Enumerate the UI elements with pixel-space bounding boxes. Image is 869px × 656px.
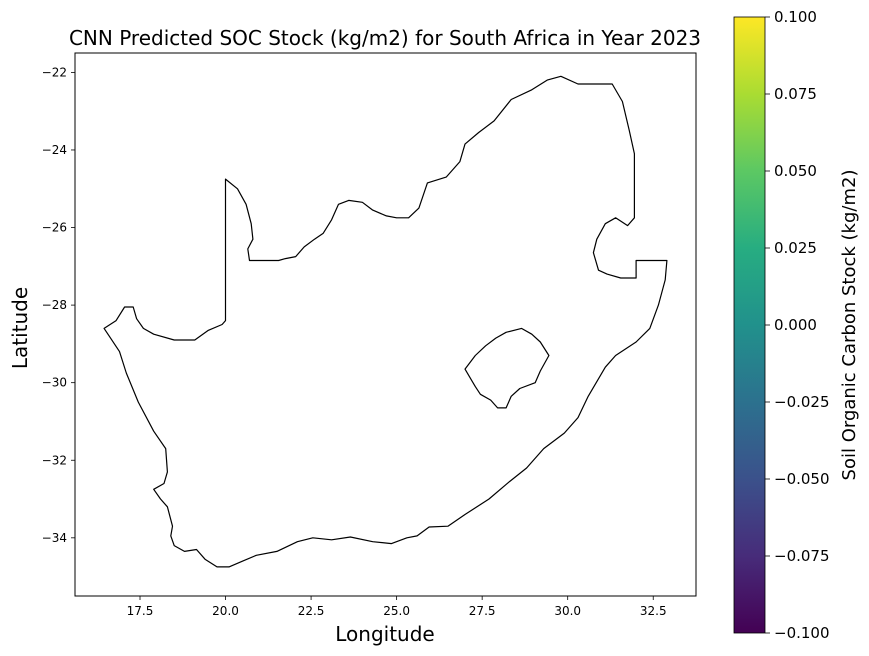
y-tick-label: −32: [42, 453, 67, 467]
colorbar-tick-label: 0.050: [774, 162, 817, 180]
y-tick-label: −22: [42, 65, 67, 79]
x-tick-label: 30.0: [554, 604, 581, 618]
y-tick-label: −24: [42, 143, 67, 157]
x-tick-label: 22.5: [298, 604, 325, 618]
x-tick-label: 27.5: [469, 604, 496, 618]
y-tick-label: −26: [42, 221, 67, 235]
y-tick-label: −34: [42, 531, 67, 545]
colorbar-label: Soil Organic Carbon Stock (kg/m2): [839, 170, 860, 481]
colorbar-tick-label: −0.050: [774, 470, 830, 488]
x-axis-ticks: 17.5 20.0 22.5 25.0 27.5 30.0 32.5: [127, 596, 667, 618]
colorbar-tick-label: 0.025: [774, 239, 817, 257]
y-tick-label: −30: [42, 376, 67, 390]
plot-area: 17.5 20.0 22.5 25.0 27.5 30.0 32.5 −22−24−26−2…: [42, 52, 697, 618]
colorbar: 0.100 0.075 0.050 0.025 0.000 −0.025 −0.050 −0.…: [733, 8, 860, 642]
boundary-layer: [103, 75, 668, 568]
colorbar-tick-label: 0.000: [774, 316, 817, 334]
south-africa-boundary: [103, 75, 668, 568]
lesotho-boundary: [464, 327, 550, 409]
plot-frame: [74, 52, 697, 597]
colorbar-tick-label: −0.025: [774, 393, 830, 411]
y-tick-label: −28: [42, 298, 67, 312]
colorbar-ticks: 0.100 0.075 0.050 0.025 0.000 −0.025 −0.050 −0.…: [765, 8, 830, 642]
x-axis-label: Longitude: [335, 622, 434, 646]
y-axis-ticks: −22 −24 −26 −28 −30 −32 −34: [42, 65, 75, 545]
y-axis-label: Latitude: [8, 287, 32, 369]
colorbar-gradient: [733, 16, 766, 634]
x-tick-label: 25.0: [383, 604, 410, 618]
colorbar-tick-label: −0.075: [774, 547, 830, 565]
x-tick-label: 17.5: [127, 604, 154, 618]
x-tick-label: 32.5: [640, 604, 667, 618]
chart-title: CNN Predicted SOC Stock (kg/m2) for Sout…: [69, 26, 701, 50]
colorbar-tick-label: 0.100: [774, 8, 817, 26]
colorbar-tick-label: −0.100: [774, 624, 830, 642]
x-tick-label: 20.0: [212, 604, 239, 618]
colorbar-tick-label: 0.075: [774, 85, 817, 103]
